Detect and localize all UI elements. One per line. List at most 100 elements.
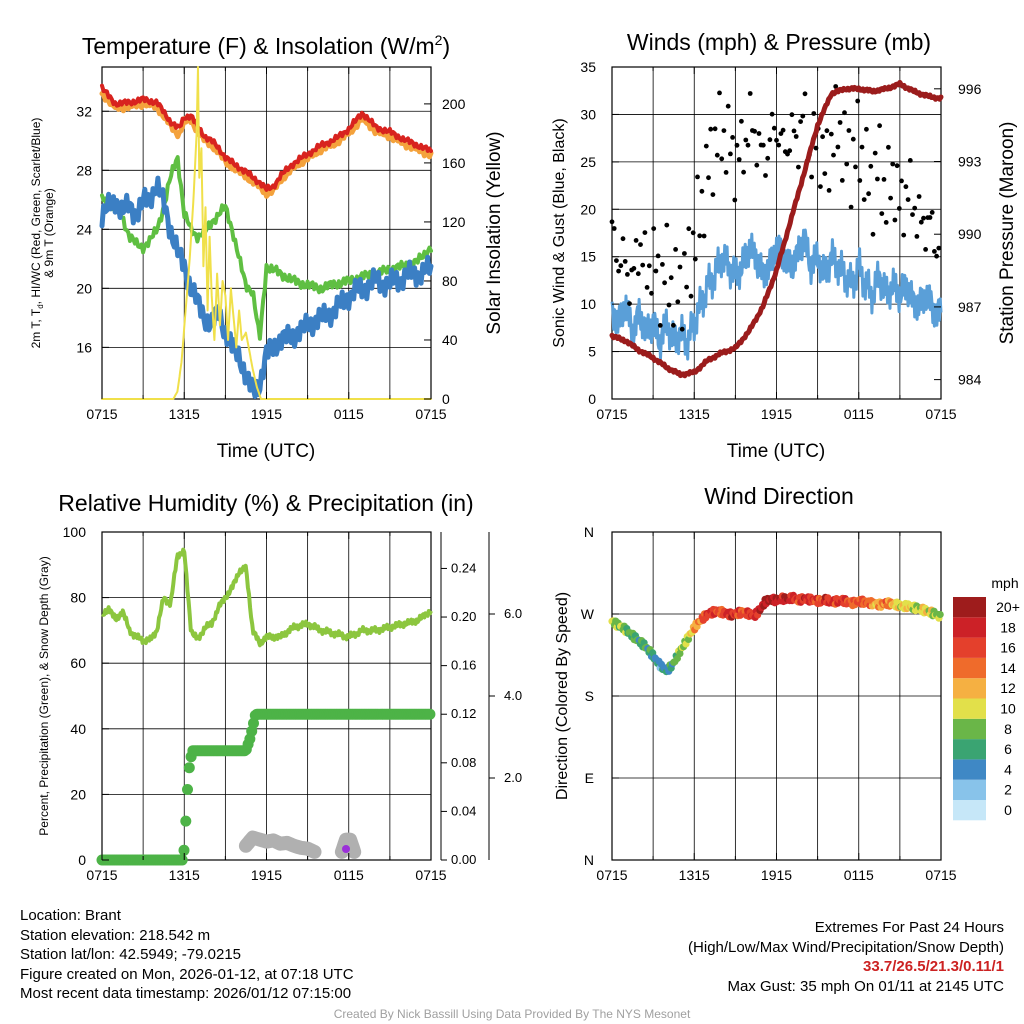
gust-point [677,264,683,270]
humidity-chart-title: Relative Humidity (%) & Precipitation (i… [58,490,473,516]
precip-point [183,762,195,774]
precip-point [178,844,190,856]
y2-tick-label: 984 [958,372,982,388]
y-tick-label: 60 [70,655,86,671]
y-tick-label: 32 [76,103,92,119]
gust-point [818,184,823,190]
gust-point [850,136,856,142]
snow-depth-line [238,830,322,859]
gust-point [714,152,720,158]
x-tick-label: 0115 [844,867,874,883]
gust-point [853,164,858,170]
winds-chart-title: Winds (mph) & Pressure (mb) [627,29,931,55]
extremes-subtitle: (High/Low/Max Wind/Precipitation/Snow De… [688,938,1004,956]
gust-point [631,266,637,271]
2m-temperature-line [100,83,433,192]
temperature-y-axis-label: 2m T, Td, HI/WC (Red, Green, Scarlet/Blu… [29,118,56,349]
humidity-axes: 0715 1315 1915 0115 07150204060801000.000.04… [63,524,522,883]
y-tick-label: 25 [580,154,596,170]
colorbar-label: 2 [1004,782,1012,798]
snow-tick-label: 6.0 [504,606,522,621]
gust-point [859,144,865,150]
gust-point [708,126,714,132]
most-recent-data: Most recent data timestamp: 2026/01/12 0… [20,985,352,1002]
humidity-line [101,547,433,648]
y-tick-label: 20 [76,280,92,296]
gust-point [881,177,887,182]
colorbar-swatch [953,718,986,740]
wind-direction-panel: Wind Direction 0715 1315 1915 0115 0715NESWN… [554,483,1020,883]
gust-point [703,143,709,149]
gust-point [745,142,751,148]
gust-point [918,219,924,225]
wind-direction-grid [612,532,941,860]
gust-point [901,232,907,238]
gust-point [675,299,681,305]
gust-point [712,126,718,132]
colorbar-label: 12 [1000,680,1016,696]
direction-tick-label: E [585,770,594,786]
y2-tick-label: 40 [442,332,458,348]
gust-point [934,253,939,259]
gust-point [875,176,880,182]
gust-point [732,197,738,203]
y2-tick-label: 996 [958,81,982,97]
extremes-values: 33.7/26.5/21.3/0.11/1 [863,958,1004,975]
gust-point [695,174,700,180]
svg-text:& 9m T (Orange): & 9m T (Orange) [42,188,56,278]
gust-point [912,205,918,211]
x-tick-label: 1915 [761,867,792,883]
precip-tick-label: 0.04 [451,803,476,818]
precip-tick-label: 0.12 [451,706,476,721]
y-tick-label: 5 [588,344,596,360]
colorbar-title: mph [991,575,1018,591]
gust-point [778,131,784,137]
gust-point [872,150,878,156]
y-tick-label: 40 [70,721,86,737]
gust-point [835,144,841,150]
y2-tick-label: 200 [442,96,466,112]
gust-point [638,242,643,248]
gust-point [839,178,845,183]
gust-point [688,293,694,299]
x-tick-label: 1315 [169,867,200,883]
snow-tick-label: 2.0 [504,770,522,785]
pressure-line [609,79,944,379]
y2-tick-label: 160 [442,155,466,171]
colorbar-label: 0 [1004,802,1012,818]
gust-point [831,152,836,158]
y-tick-label: 24 [76,221,92,237]
gust-point [723,170,729,175]
colorbar-label: 8 [1004,721,1012,737]
gust-point [728,151,733,157]
gust-point [844,161,850,167]
gust-point [684,284,689,290]
colorbar-label: 10 [1000,701,1016,717]
gust-point [769,111,775,117]
gust-point [644,285,650,290]
gust-point [725,103,731,109]
gust-point [611,226,617,231]
gust-point [848,204,854,210]
gust-point [877,123,882,129]
gust-point [627,301,632,306]
gust-point [780,127,786,133]
gust-point [837,120,843,125]
gust-point [682,251,687,256]
gust-point [666,302,672,308]
svg-text:2m T, Td, HI/WC (Red, Green, S: 2m T, Td, HI/WC (Red, Green, Scarlet/Blu… [29,118,45,349]
direction-tick-label: N [584,524,594,540]
y-tick-label: 10 [580,296,596,312]
x-tick-label: 0715 [86,867,117,883]
gust-point [765,155,771,161]
gust-point [857,178,863,183]
colorbar-swatch [953,800,986,821]
gust-point [719,156,725,162]
gust-point [625,272,630,277]
colorbar-label: 20+ [996,599,1020,615]
winds-series [609,79,944,379]
x-tick-label: 1315 [679,867,710,883]
gust-point [813,145,819,151]
station-location: Location: Brant [20,907,121,924]
